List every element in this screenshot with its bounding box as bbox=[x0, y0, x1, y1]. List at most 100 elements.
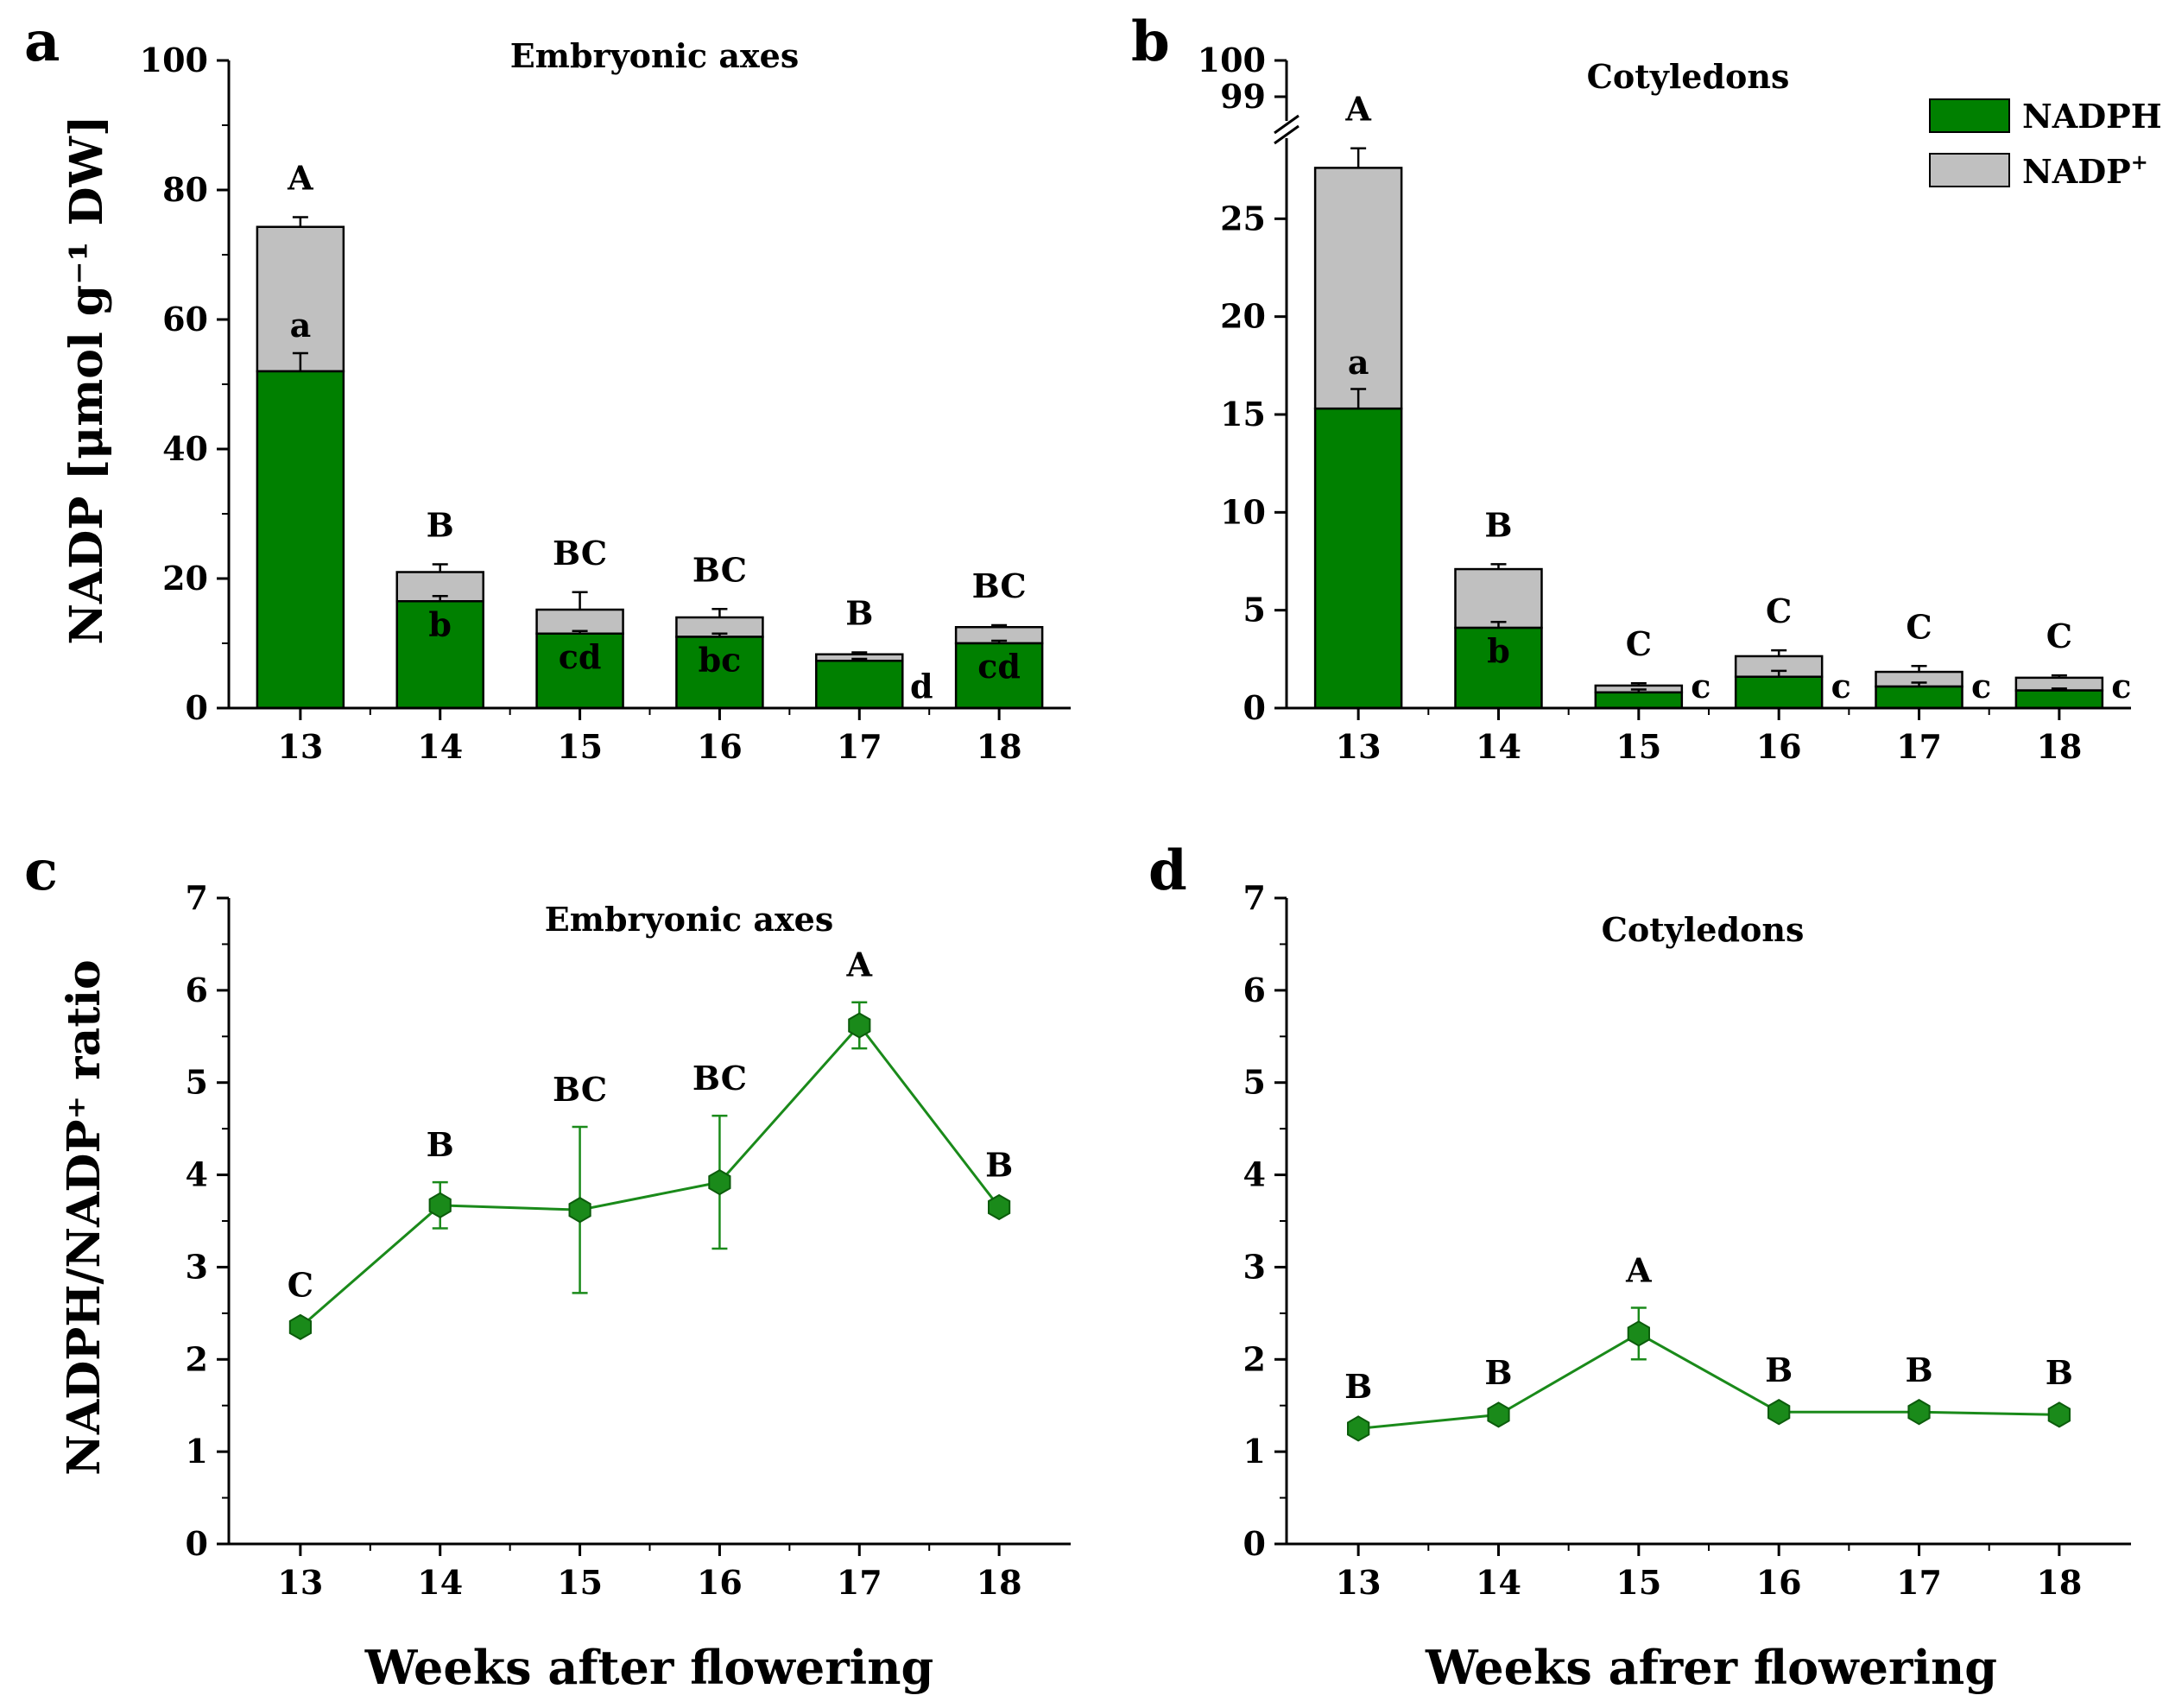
panel-d-y-tick-label: 3 bbox=[1243, 1247, 1266, 1286]
panel-a-y-tick-label: 80 bbox=[162, 170, 208, 209]
panel-c-series-line bbox=[299, 1023, 1001, 1329]
panel-d-data-point bbox=[1627, 1320, 1650, 1347]
panel-c-y-tick-label: 0 bbox=[186, 1524, 208, 1563]
panel-b-y-tick-label: 15 bbox=[1220, 395, 1266, 433]
panel-d-y-tick-label: 1 bbox=[1243, 1432, 1266, 1471]
panel-a-x-tick-label: 17 bbox=[837, 727, 882, 766]
panel-a-sig-letter-total: BC bbox=[972, 566, 1027, 605]
panel-d-y-tick-label: 4 bbox=[1243, 1155, 1266, 1194]
panel-a-sig-letter-total: A bbox=[287, 159, 313, 198]
panel-c-y-tick-label: 1 bbox=[186, 1432, 208, 1471]
panel-b-bar-nadph bbox=[1313, 407, 1403, 710]
panel-b-sig-letter-total: C bbox=[2046, 617, 2072, 655]
panel-c-x-tick-label: 13 bbox=[277, 1563, 323, 1602]
panel-d-x-tick-label: 16 bbox=[1756, 1563, 1802, 1602]
panel-b-sig-letter-nadph: b bbox=[1487, 631, 1510, 670]
panel-d-sig-letter: B bbox=[1344, 1367, 1372, 1406]
panel-d-sig-letter: B bbox=[2046, 1353, 2073, 1392]
panel-d-letter: d bbox=[1148, 838, 1187, 903]
panel-b-x-tick-label: 17 bbox=[1896, 727, 1942, 766]
panel-b-sig-letter-total: C bbox=[1626, 624, 1652, 663]
panel-b-sig-letter-nadph: a bbox=[1348, 343, 1369, 382]
panel-b-x-tick-label: 16 bbox=[1756, 727, 1802, 766]
panel-d-x-tick-label: 13 bbox=[1336, 1563, 1382, 1602]
panel-c: c Embryonic axes NADPH/NADP⁺ ratio Weeks… bbox=[24, 838, 1071, 1695]
panel-d-x-tick-label: 14 bbox=[1476, 1563, 1521, 1602]
panel-a-letter: a bbox=[24, 9, 60, 74]
panel-a-bar-nadph bbox=[675, 636, 764, 710]
legend-swatch-nadph bbox=[1929, 98, 2010, 133]
panel-d-data-point bbox=[2047, 1401, 2071, 1428]
panel-b-sig-letter-total: B bbox=[1484, 505, 1512, 544]
panel-b-bar-nadph bbox=[1454, 626, 1543, 710]
panel-a-sig-letter-nadph: d bbox=[910, 667, 933, 705]
panel-a-x-tick-label: 13 bbox=[277, 727, 323, 766]
panel-c-y-tick-label: 4 bbox=[186, 1155, 208, 1194]
panel-b-sig-letter-nadph: c bbox=[1971, 667, 1991, 705]
panel-a-sig-letter-nadph: bc bbox=[699, 641, 742, 680]
panel-a-y-tick-label: 100 bbox=[140, 41, 208, 79]
panel-c-sig-letter: B bbox=[985, 1146, 1013, 1185]
panel-c-letter: c bbox=[24, 838, 58, 903]
legend-swatch-nadp-plus bbox=[1929, 153, 2010, 187]
panel-b-bar-nadph bbox=[1734, 675, 1824, 710]
panel-b-bar-nadph bbox=[2014, 689, 2104, 710]
panel-b-y-tick-label: 0 bbox=[1243, 688, 1266, 727]
panel-d-data-point bbox=[1907, 1399, 1931, 1426]
panel-d-x-tick-label: 17 bbox=[1896, 1563, 1942, 1602]
panel-b-legend: NADPH NADP+ bbox=[1929, 97, 2162, 191]
panel-d-y-tick-label: 0 bbox=[1243, 1524, 1266, 1563]
panel-a-bar-nadp-plus bbox=[256, 225, 345, 373]
panel-b-letter: b bbox=[1131, 9, 1170, 74]
panel-a: a Embryonic axes NADP [μmol g⁻¹ DW] Aa Bb… bbox=[24, 9, 1071, 766]
panel-c-x-tick-label: 15 bbox=[557, 1563, 603, 1602]
panel-d-x-tick-label: 18 bbox=[2036, 1563, 2082, 1602]
panel-a-sig-letter-total: B bbox=[427, 506, 454, 545]
panel-d-y-tick-label: 2 bbox=[1243, 1339, 1266, 1378]
panel-d-y-tick-label: 6 bbox=[1243, 971, 1266, 1009]
panel-a-x-tick-label: 14 bbox=[417, 727, 463, 766]
panel-b-sig-letter-nadph: c bbox=[2111, 667, 2131, 705]
panel-d-title: Cotyledons bbox=[1602, 910, 1805, 949]
panel-a-x-tick-label: 16 bbox=[697, 727, 743, 766]
panel-d-sig-letter: B bbox=[1905, 1351, 1932, 1389]
panel-d-x-axis-title: Weeks afrer flowering bbox=[1425, 1640, 1997, 1695]
panel-a-x-tick-label: 15 bbox=[557, 727, 603, 766]
panel-a-x-tick-label: 18 bbox=[977, 727, 1022, 766]
panel-c-y-axis-title: NADPH/NADP⁺ ratio bbox=[58, 959, 111, 1475]
panel-c-x-tick-label: 16 bbox=[697, 1563, 743, 1602]
panel-c-y-tick-label: 3 bbox=[186, 1247, 208, 1286]
panel-a-y-axis-title: NADP [μmol g⁻¹ DW] bbox=[60, 115, 113, 644]
panel-b-sig-letter-total: A bbox=[1344, 90, 1371, 129]
panel-d-x-tick-label: 15 bbox=[1616, 1563, 1661, 1602]
panel-c-data-point bbox=[708, 1168, 731, 1196]
legend-label-nadp-plus: NADP+ bbox=[2022, 149, 2148, 191]
panel-b-x-tick-label: 14 bbox=[1476, 727, 1521, 766]
panel-a-bar-nadph bbox=[256, 370, 345, 710]
panel-b-bar-nadph bbox=[1875, 685, 1963, 710]
panel-b-axis-break-mark bbox=[1274, 114, 1300, 135]
panel-d-series-line bbox=[1357, 1332, 2059, 1430]
panel-a-y-tick-label: 40 bbox=[162, 429, 208, 468]
panel-b-x-tick-label: 13 bbox=[1336, 727, 1382, 766]
panel-a-sig-letter-nadph: cd bbox=[977, 647, 1021, 686]
panel-d-sig-letter: B bbox=[1765, 1351, 1793, 1389]
panel-a-title: Embryonic axes bbox=[510, 36, 799, 75]
legend-label-nadp-main: NADP bbox=[2022, 152, 2131, 191]
panel-d-y-tick-label: 5 bbox=[1243, 1063, 1266, 1102]
panel-b-title: Cotyledons bbox=[1587, 57, 1790, 96]
panel-d-data-point bbox=[1347, 1415, 1370, 1442]
panel-c-x-axis-title: Weeks after flowering bbox=[364, 1640, 933, 1695]
panel-c-title: Embryonic axes bbox=[545, 900, 833, 939]
panel-b-sig-letter-nadph: c bbox=[1691, 667, 1711, 705]
panel-a-bar-nadph bbox=[815, 660, 904, 710]
panel-a-sig-letter-nadph: a bbox=[290, 306, 312, 345]
panel-c-sig-letter: B bbox=[427, 1125, 454, 1164]
panel-c-x-tick-label: 17 bbox=[837, 1563, 882, 1602]
panel-b-x-tick-label: 18 bbox=[2036, 727, 2082, 766]
panel-c-data-point bbox=[568, 1197, 591, 1224]
panel-c-sig-letter: A bbox=[846, 946, 873, 984]
panel-a-sig-letter-total: BC bbox=[553, 534, 607, 572]
